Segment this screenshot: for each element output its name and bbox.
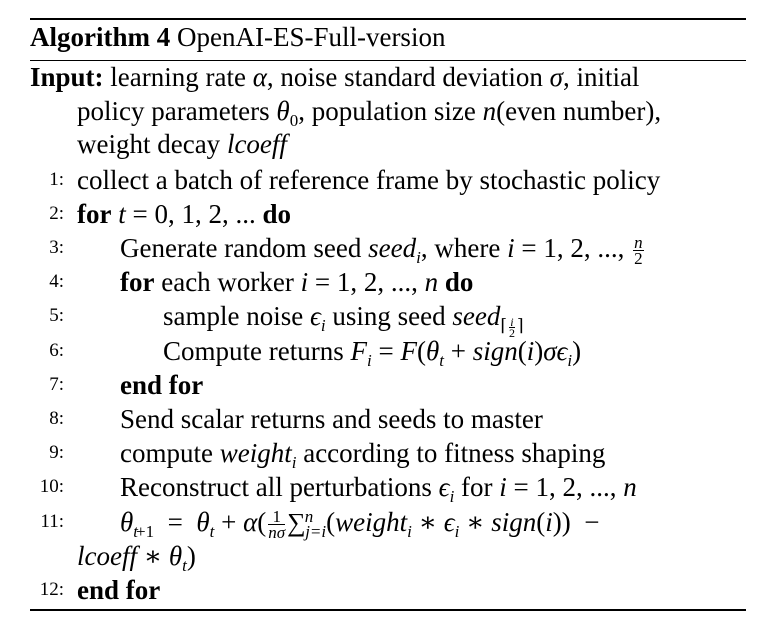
step-11: θt+1 = θt + α(1 nσ ∑nj=i(weighti ∗ ϵi ∗ si… (120, 507, 600, 543)
top-rule (30, 18, 746, 20)
fraction: 1 nσ (268, 507, 286, 543)
line-number: 8: (49, 408, 64, 429)
line-number: 9: (49, 442, 64, 463)
input-text-1: learning rate α, noise standard deviatio… (110, 62, 640, 92)
line-number: 5: (49, 305, 64, 326)
step-1: collect a batch of reference frame by st… (77, 165, 661, 195)
line-number: 2: (49, 203, 64, 224)
header-rule (30, 60, 746, 61)
step-3: Generate random seed seedi, where i = 1,… (120, 233, 644, 269)
input-line-3: weight decay lcoeff (77, 129, 287, 159)
step-9: compute weighti according to fitness sha… (120, 438, 606, 472)
line-number: 11: (40, 511, 64, 532)
line-number: 3: (49, 237, 64, 258)
input-line-2: policy parameters θ0, population size n(… (77, 96, 662, 130)
step-4: for each worker i = 1, 2, ..., n do (120, 267, 474, 297)
algorithm-title: Algorithm 4 OpenAI-ES-Full-version (30, 22, 445, 53)
input-label: Input: (30, 62, 104, 92)
step-11-continuation: lcoeff ∗ θt) (77, 541, 196, 575)
line-number: 4: (49, 271, 64, 292)
line-number: 1: (49, 169, 64, 190)
step-2: for t = 0, 1, 2, ... do (77, 199, 292, 229)
line-number: 7: (49, 374, 64, 395)
step-12: end for (77, 575, 161, 605)
step-8: Send scalar returns and seeds to master (120, 404, 543, 434)
step-5: sample noise ϵi using seed seed⌈ i 2 ⌉ (163, 301, 524, 340)
line-number: 10: (39, 476, 64, 497)
algorithm-label: Algorithm 4 (30, 22, 171, 52)
line-number: 6: (49, 340, 64, 361)
bottom-rule (30, 609, 746, 611)
line-number: 12: (39, 579, 64, 600)
algorithm-name: OpenAI-ES-Full-version (176, 22, 446, 52)
step-10: Reconstruct all perturbations ϵi for i =… (120, 472, 637, 506)
step-7: end for (120, 370, 204, 400)
step-6: Compute returns Fi = F(θt + sign(i)σϵi) (163, 336, 582, 370)
input-line-1: Input: learning rate α, noise standard d… (30, 60, 639, 94)
